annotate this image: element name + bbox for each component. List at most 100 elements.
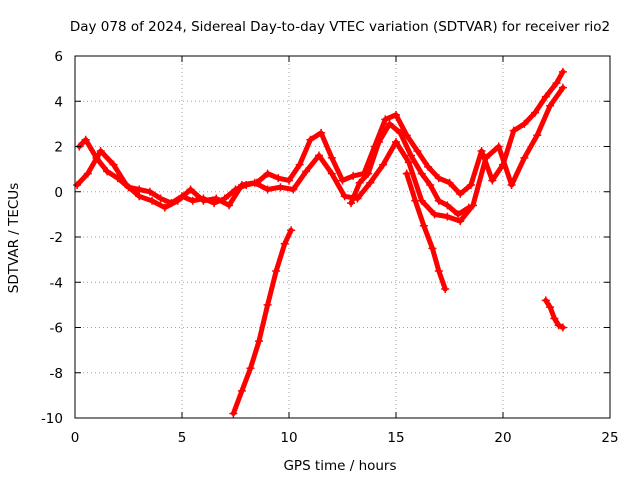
data-point (541, 92, 550, 101)
data-point (212, 194, 221, 203)
data-point (246, 364, 255, 373)
x-tick-label: 25 (601, 430, 618, 446)
data-point (426, 180, 435, 189)
series-track-d (229, 226, 296, 418)
data-point (554, 321, 563, 330)
data-point (237, 386, 246, 395)
data-point (287, 226, 296, 235)
data-point (469, 201, 478, 210)
data-point (430, 210, 439, 219)
y-tick-label: -10 (41, 411, 63, 427)
data-point (466, 180, 475, 189)
data-point (250, 178, 259, 187)
data-point (379, 160, 388, 169)
data-point (272, 266, 281, 275)
data-point (456, 190, 465, 199)
data-point (188, 196, 197, 205)
y-tick-label: 0 (54, 185, 63, 201)
data-point (145, 187, 154, 196)
data-point (135, 192, 144, 201)
data-point (406, 151, 415, 160)
data-point (558, 323, 567, 332)
data-point (349, 171, 358, 180)
data-point (507, 180, 516, 189)
data-point (340, 192, 349, 201)
data-point (302, 167, 311, 176)
data-point (494, 142, 503, 151)
series-line (230, 227, 294, 416)
data-point (411, 196, 420, 205)
y-axis-label: SDTVAR / TECUs (6, 183, 22, 293)
data-point (289, 185, 298, 194)
data-point (558, 83, 567, 92)
y-tick-label: 6 (54, 49, 63, 65)
data-point (255, 337, 264, 346)
data-point (520, 119, 529, 128)
data-point (317, 128, 326, 137)
data-point (148, 196, 157, 205)
y-tick-label: -2 (50, 230, 63, 246)
data-point (280, 239, 289, 248)
data-point (225, 201, 234, 210)
data-point (550, 314, 559, 323)
data-point (263, 300, 272, 309)
data-point (160, 203, 169, 212)
data-point (327, 153, 336, 162)
data-point (481, 153, 490, 162)
x-tick-label: 15 (387, 430, 404, 446)
x-tick-label: 20 (494, 430, 511, 446)
data-point (396, 128, 405, 137)
data-point (276, 183, 285, 192)
data-point (156, 194, 165, 203)
y-tick-label: 4 (54, 94, 63, 110)
data-point (83, 169, 92, 178)
y-tick-label: -4 (50, 275, 63, 291)
data-point (135, 185, 144, 194)
series-track-b (73, 83, 567, 226)
data-point (456, 217, 465, 226)
data-point (381, 115, 390, 124)
x-axis-label: GPS time / hours (283, 458, 396, 474)
data-point (295, 160, 304, 169)
y-tick-label: -8 (50, 366, 63, 382)
data-point (419, 221, 428, 230)
data-point (546, 101, 555, 110)
data-point (558, 67, 567, 76)
data-point (364, 169, 373, 178)
data-point (533, 131, 542, 140)
data-point (445, 178, 454, 187)
data-point (96, 147, 105, 156)
series-track-e (402, 169, 450, 294)
chart-title: Day 078 of 2024, Sidereal Day-to-day VTE… (70, 19, 610, 35)
data-point (402, 169, 411, 178)
data-point (552, 79, 561, 88)
data-point (199, 196, 208, 205)
data-point (385, 119, 394, 128)
data-point (541, 296, 550, 305)
data-point (464, 203, 473, 212)
data-point (404, 158, 413, 167)
x-tick-label: 10 (280, 430, 297, 446)
data-point (424, 162, 433, 171)
data-point (306, 135, 315, 144)
data-point (413, 147, 422, 156)
data-point (443, 212, 452, 221)
series-line (404, 171, 448, 292)
data-point (509, 126, 518, 135)
data-point (347, 199, 356, 208)
data-point (454, 210, 463, 219)
axis-ticks: 0 5 10 15 20 25 -10 -8 -6 -4 -2 0 2 4 6 (41, 49, 619, 446)
data-point (73, 180, 82, 189)
data-point (443, 201, 452, 210)
data-point (109, 160, 118, 169)
series-track-c (347, 119, 473, 219)
data-point (186, 185, 195, 194)
data-point (122, 180, 131, 189)
data-point (434, 266, 443, 275)
data-point (237, 180, 246, 189)
data-point (314, 151, 323, 160)
data-point (531, 108, 540, 117)
data-point (173, 196, 182, 205)
